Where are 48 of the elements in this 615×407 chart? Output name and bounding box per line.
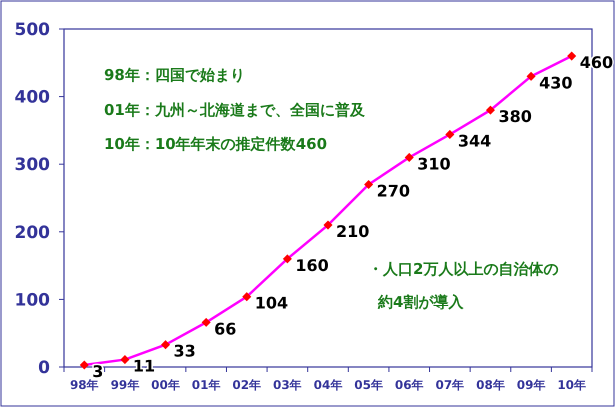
point	[445, 130, 454, 139]
annotation: ・人口2万人以上の自治体の	[368, 260, 558, 278]
x-tick-label: 09年	[516, 378, 546, 392]
point	[282, 254, 292, 264]
point	[404, 152, 414, 162]
data-label: 33	[174, 342, 196, 361]
annotation: 10年：10年年末の推定件数460	[104, 135, 328, 153]
data-label: 430	[539, 73, 572, 92]
data-label: 3	[92, 362, 104, 381]
data-label: 310	[417, 154, 451, 174]
point	[80, 360, 89, 370]
annotation: 01年：九州～北海道まで、全国に普及	[104, 101, 366, 119]
y-tick-label: 300	[14, 155, 50, 176]
x-tick-label: 00年	[151, 378, 180, 392]
annotation: 約4割が導入	[377, 293, 464, 311]
data-label: 344	[458, 131, 492, 150]
y-tick-label: 200	[14, 222, 50, 243]
y-tick-label: 100	[14, 290, 50, 310]
x-tick-label: 05年	[354, 378, 383, 392]
x-tick-label: 03年	[273, 378, 302, 392]
data-label: 104	[254, 294, 288, 313]
point	[364, 180, 374, 190]
annotation: 98年：四国で始まり	[104, 66, 245, 84]
x-tick-label: 98年	[70, 378, 99, 392]
point	[202, 318, 211, 327]
data-label: 270	[376, 181, 410, 200]
x-tick-label: 99年	[110, 378, 140, 392]
y-tick-label: 400	[14, 88, 50, 108]
x-tick-label: 07年	[435, 378, 464, 392]
y-tick-label: 500	[14, 20, 50, 40]
x-tick-label: 02年	[232, 378, 262, 392]
data-label: 210	[336, 222, 370, 242]
x-tick-label: 10年	[557, 378, 586, 392]
data-label: 380	[498, 107, 532, 126]
data-label: 160	[295, 256, 329, 275]
point	[567, 52, 576, 61]
y-tick-label: 0	[38, 358, 50, 378]
x-tick-label: 08年	[476, 378, 505, 392]
point	[486, 106, 495, 115]
x-tick-label: 04年	[314, 378, 342, 392]
point	[120, 355, 130, 364]
point	[161, 340, 170, 350]
point	[526, 72, 536, 81]
x-tick-label: 01年	[192, 378, 221, 392]
point	[242, 292, 252, 302]
data-label: 66	[214, 319, 236, 338]
x-tick-label: 06年	[394, 378, 424, 392]
point	[323, 220, 333, 230]
